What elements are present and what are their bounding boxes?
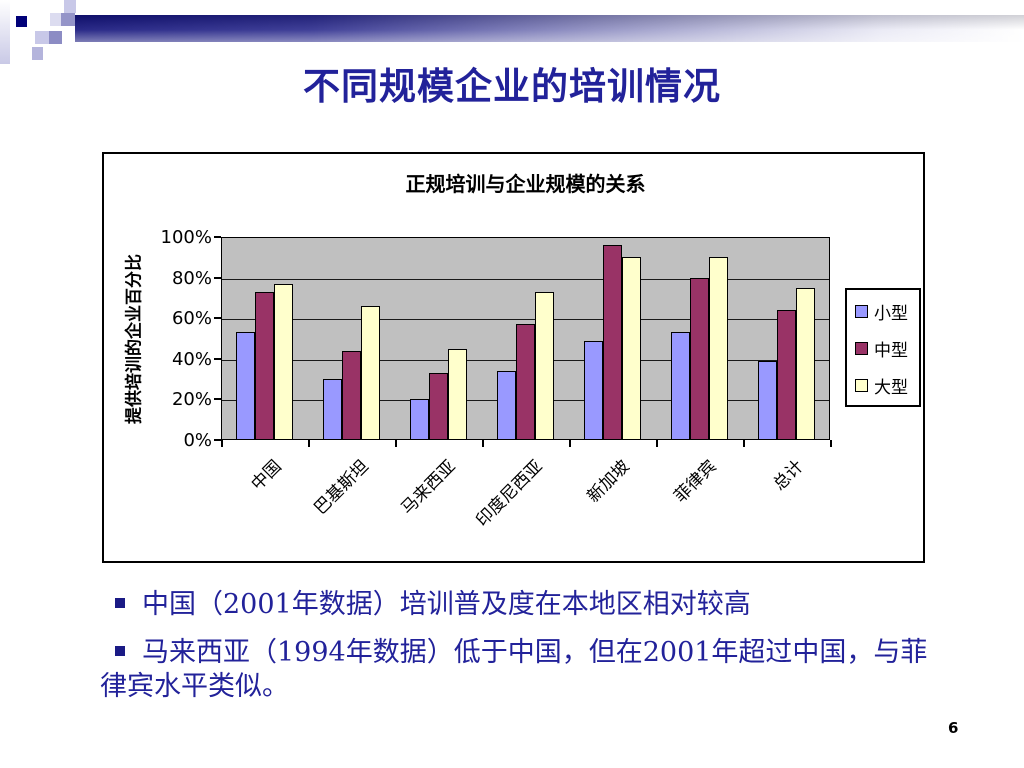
legend-item: 小型 bbox=[855, 299, 911, 324]
x-axis-tick bbox=[482, 440, 484, 447]
x-axis-tick bbox=[221, 440, 223, 447]
bar-中型-巴基斯坦 bbox=[342, 351, 361, 440]
x-tick-label: 新加坡 bbox=[583, 456, 634, 507]
y-axis-tick bbox=[214, 277, 221, 279]
bar-小型-总计 bbox=[758, 361, 777, 440]
deco-square bbox=[32, 47, 43, 60]
bar-小型-中国 bbox=[236, 332, 255, 440]
gridline bbox=[222, 319, 829, 320]
bullet-item: 中国（2001年数据）培训普及度在本地区相对较高 bbox=[100, 588, 948, 621]
bar-中型-中国 bbox=[255, 292, 274, 440]
y-tick-label: 0% bbox=[183, 430, 212, 451]
y-tick-label: 60% bbox=[171, 308, 212, 329]
y-tick-label: 40% bbox=[171, 349, 212, 370]
deco-square bbox=[35, 31, 49, 44]
bar-大型-马来西亚 bbox=[448, 349, 467, 440]
deco-square bbox=[16, 16, 27, 27]
bar-中型-印度尼西亚 bbox=[516, 324, 535, 440]
y-axis-tick bbox=[214, 439, 221, 441]
legend-label: 大型 bbox=[874, 378, 908, 398]
legend-swatch-icon bbox=[855, 379, 868, 392]
y-axis-tick bbox=[214, 358, 221, 360]
deco-left-strip bbox=[0, 0, 10, 64]
bullet-square-icon bbox=[115, 646, 125, 657]
deco-square bbox=[61, 13, 75, 26]
legend-swatch-icon bbox=[855, 342, 868, 355]
bullet-item: 马来西亚（1994年数据）低于中国，但在2001年超过中国，与菲律宾水平类似。 bbox=[100, 636, 948, 703]
chart-legend: 小型 中型 大型 bbox=[845, 288, 921, 407]
y-tick-label: 80% bbox=[171, 268, 212, 289]
x-axis-tick bbox=[830, 440, 832, 447]
deco-square bbox=[64, 0, 76, 13]
bar-小型-菲律宾 bbox=[671, 332, 690, 440]
legend-swatch-icon bbox=[855, 305, 868, 318]
bullet-text: 中国（2001年数据）培训普及度在本地区相对较高 bbox=[142, 589, 751, 620]
x-axis-tick bbox=[395, 440, 397, 447]
x-axis-tick bbox=[308, 440, 310, 447]
legend-label: 中型 bbox=[874, 341, 908, 361]
x-tick-label: 菲律宾 bbox=[670, 456, 721, 507]
x-tick-label: 中国 bbox=[247, 456, 286, 495]
bullet-list: 中国（2001年数据）培训普及度在本地区相对较高 马来西亚（1994年数据）低于… bbox=[100, 588, 948, 718]
x-axis-tick bbox=[743, 440, 745, 447]
chart-area: 正规培训与企业规模的关系 提供培训的企业百分比 小型 中型 大型 100% 80% 60… bbox=[104, 154, 923, 561]
y-tick-label: 100% bbox=[160, 227, 212, 248]
bar-中型-总计 bbox=[777, 310, 796, 440]
y-tick-label: 20% bbox=[171, 389, 212, 410]
y-axis-tick bbox=[214, 236, 221, 238]
deco-square bbox=[50, 13, 61, 26]
bar-大型-中国 bbox=[274, 284, 293, 440]
y-axis-tick bbox=[214, 317, 221, 319]
bar-中型-新加坡 bbox=[603, 245, 622, 440]
bar-中型-菲律宾 bbox=[690, 278, 709, 440]
chart-container: 正规培训与企业规模的关系 提供培训的企业百分比 小型 中型 大型 100% 80% 60… bbox=[102, 152, 925, 563]
x-tick-label: 马来西亚 bbox=[397, 456, 460, 519]
x-tick-label: 印度尼西亚 bbox=[472, 456, 547, 531]
chart-title: 正规培训与企业规模的关系 bbox=[405, 172, 646, 196]
bar-小型-印度尼西亚 bbox=[497, 371, 516, 440]
bar-小型-巴基斯坦 bbox=[323, 379, 342, 440]
x-axis-tick bbox=[656, 440, 658, 447]
page-number: 6 bbox=[948, 719, 959, 737]
bar-大型-总计 bbox=[796, 288, 815, 440]
bullet-square-icon bbox=[115, 598, 125, 608]
bar-大型-菲律宾 bbox=[709, 257, 728, 440]
slide-title: 不同规模企业的培训情况 bbox=[303, 64, 721, 108]
legend-item: 大型 bbox=[855, 373, 911, 398]
gridline bbox=[222, 279, 829, 280]
bar-小型-新加坡 bbox=[584, 341, 603, 440]
bar-中型-马来西亚 bbox=[429, 373, 448, 440]
bar-小型-马来西亚 bbox=[410, 399, 429, 440]
x-tick-label: 巴基斯坦 bbox=[310, 456, 373, 519]
deco-square bbox=[49, 31, 62, 44]
bullet-text: 马来西亚（1994年数据）低于中国，但在2001年超过中国，与菲律宾水平类似。 bbox=[100, 637, 928, 702]
x-tick-label: 总计 bbox=[769, 456, 808, 495]
bar-大型-新加坡 bbox=[622, 257, 641, 440]
x-axis-tick bbox=[569, 440, 571, 447]
legend-label: 小型 bbox=[874, 304, 908, 324]
bar-大型-巴基斯坦 bbox=[361, 306, 380, 440]
legend-item: 中型 bbox=[855, 336, 911, 361]
y-axis-tick bbox=[214, 398, 221, 400]
bar-大型-印度尼西亚 bbox=[535, 292, 554, 440]
header-gradient-bar bbox=[75, 15, 1024, 42]
